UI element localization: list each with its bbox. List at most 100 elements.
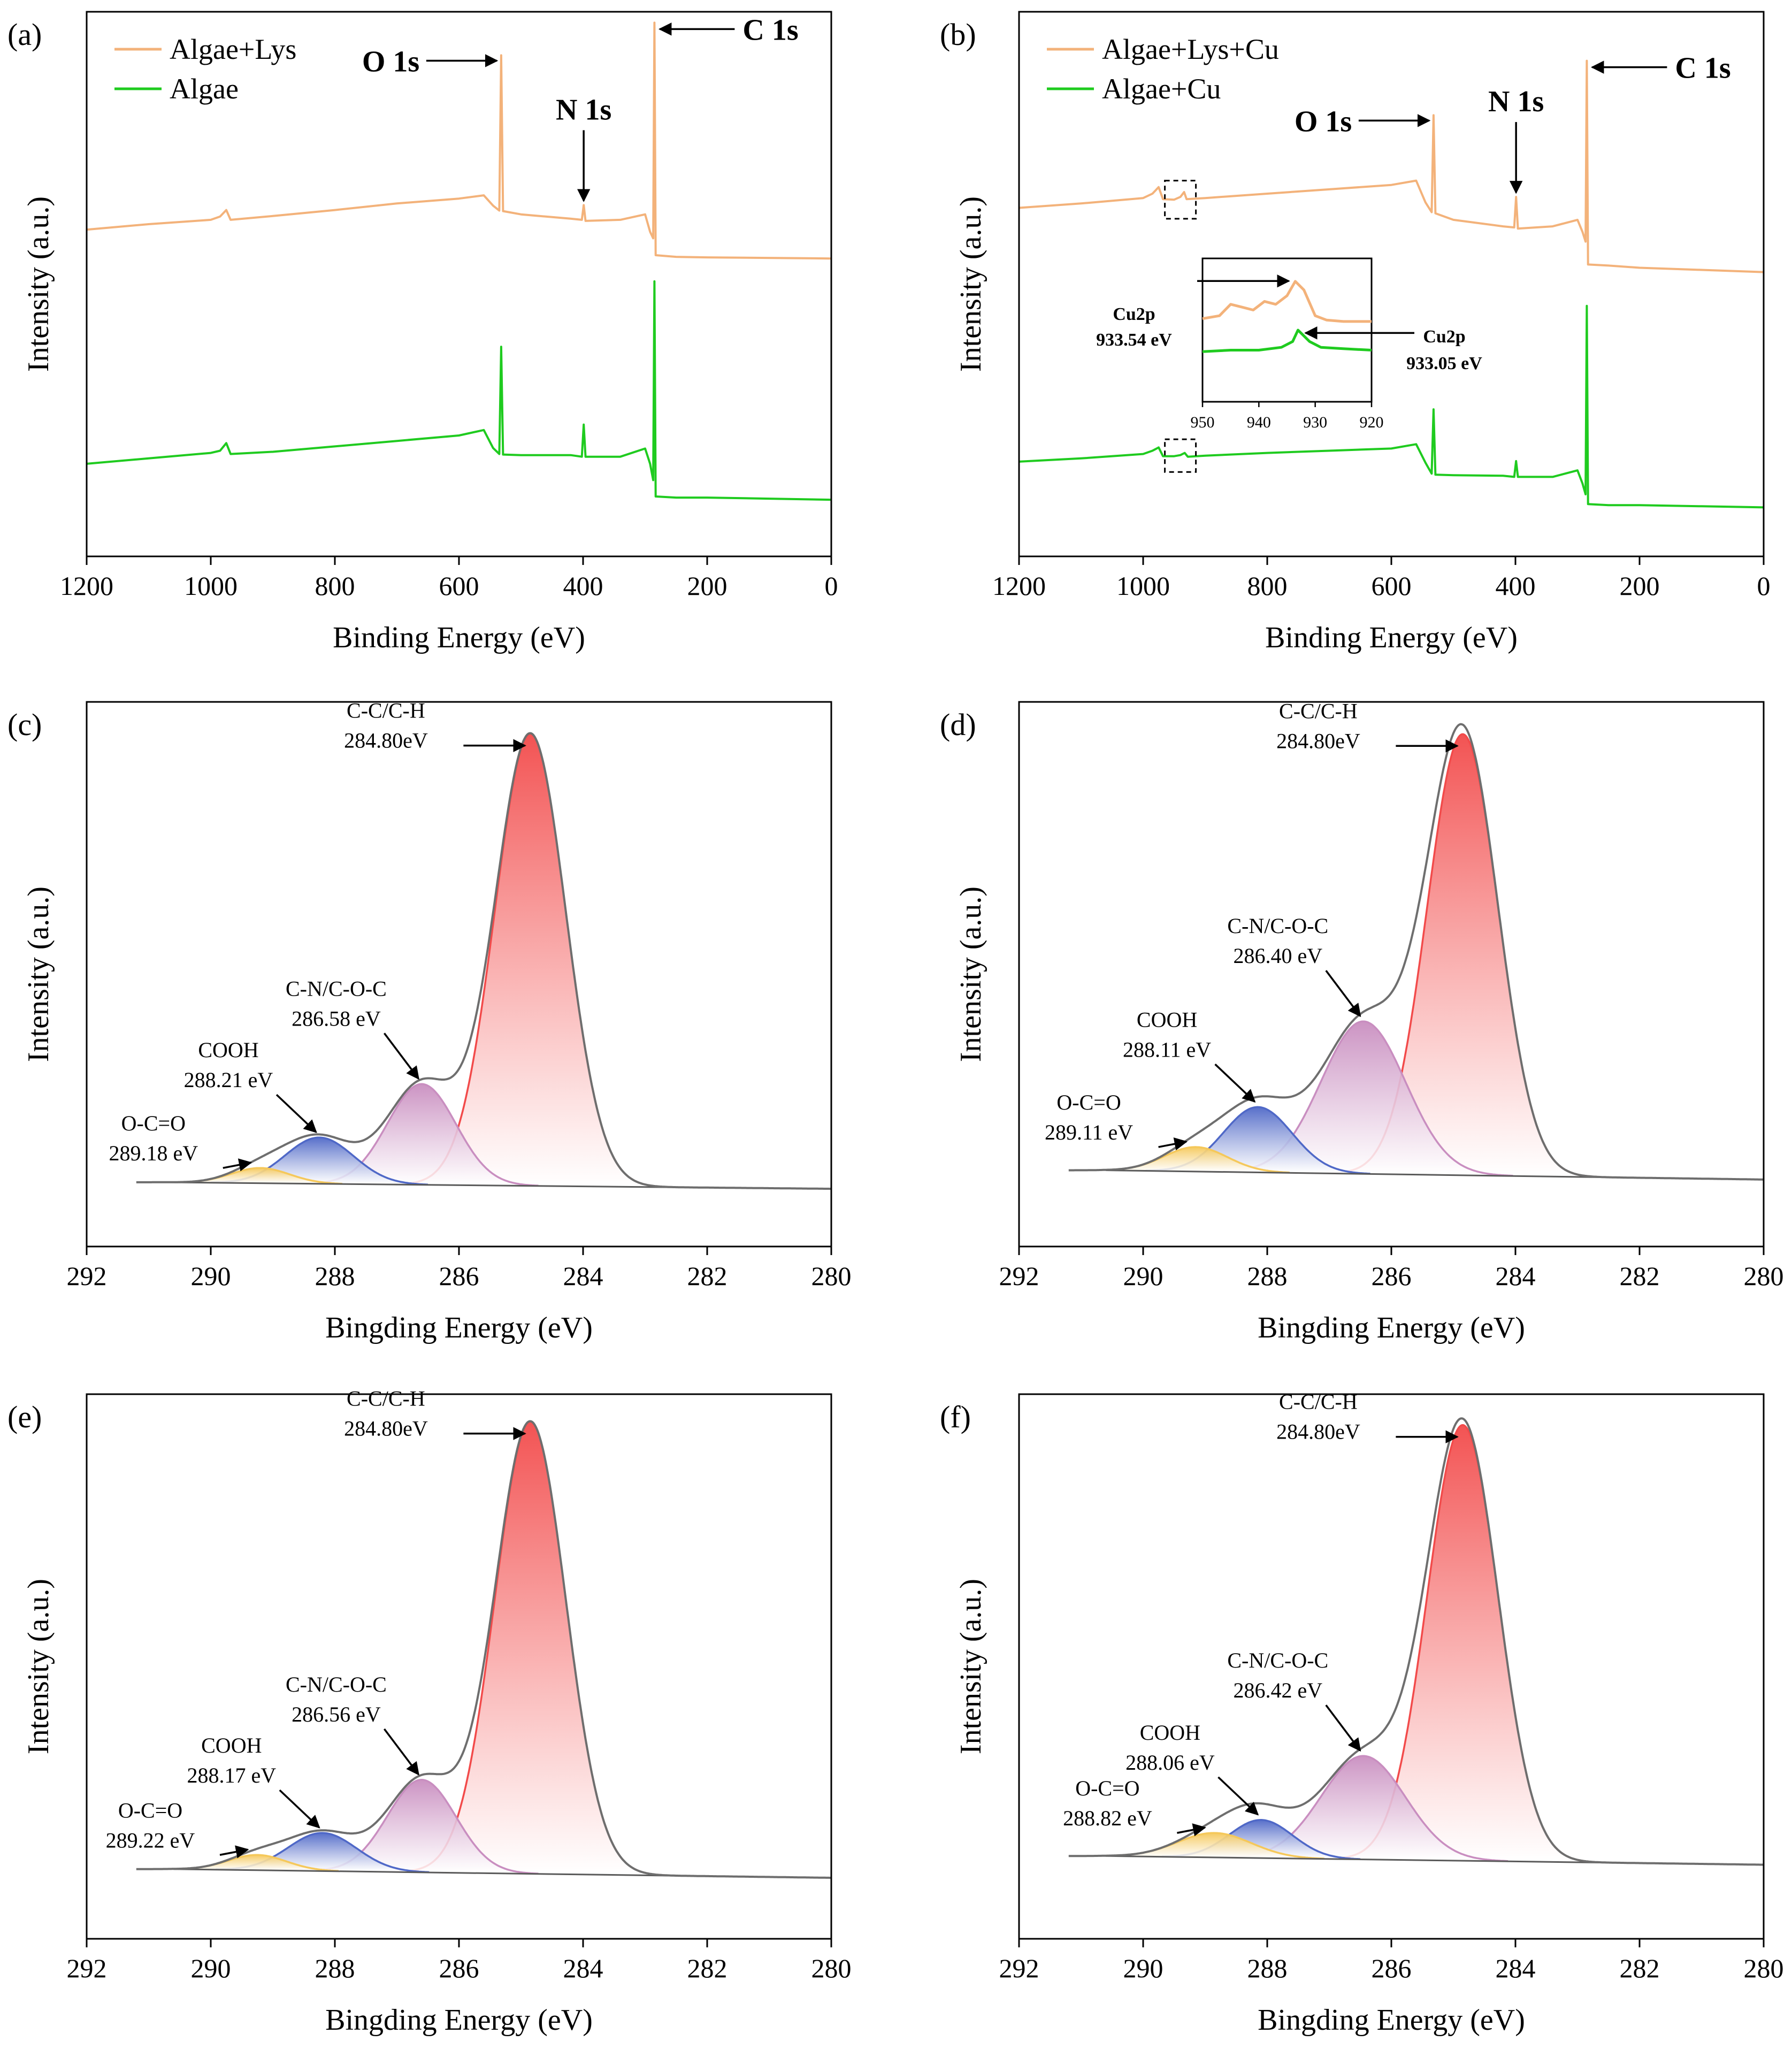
peak-energy-label: 284.80eV bbox=[1276, 729, 1360, 753]
peak-energy-label: 286.58 eV bbox=[292, 1006, 381, 1030]
peak-fill-o-c-o bbox=[176, 1855, 339, 1871]
x-tick-label: 284 bbox=[563, 1953, 603, 1983]
legend-label: Algae+Lys bbox=[170, 33, 296, 65]
x-tick-label: 292 bbox=[67, 1261, 107, 1291]
peak-energy-label: 289.11 eV bbox=[1045, 1120, 1133, 1144]
panel-e: (e) 292 290 288 286 284 282 280 Bingding Energy … bbox=[7, 1387, 852, 2037]
legend-label: Algae+Cu bbox=[1102, 73, 1221, 105]
x-tick-label: 290 bbox=[1123, 1953, 1163, 1983]
x-tick-label: 800 bbox=[315, 571, 355, 601]
y-axis-label: Intensity (a.u.) bbox=[954, 1579, 987, 1754]
inset-x-tick-label: 940 bbox=[1247, 414, 1271, 431]
peak-label: O-C=O bbox=[1075, 1776, 1139, 1800]
x-tick-label: 280 bbox=[1744, 1953, 1784, 1983]
peak-arrow bbox=[223, 1158, 252, 1172]
peak-label: C-C/C-H bbox=[1279, 1390, 1358, 1414]
peak-fill-o-c-o bbox=[1102, 1147, 1290, 1173]
x-tick-label: 1000 bbox=[1116, 571, 1170, 601]
x-tick-label: 280 bbox=[811, 1261, 852, 1291]
peak-fill-c-c-c-h bbox=[1327, 1425, 1599, 1863]
x-tick-label: 800 bbox=[1247, 571, 1288, 601]
peak-label: O-C=O bbox=[121, 1111, 186, 1135]
peak-arrow bbox=[1217, 1776, 1259, 1816]
x-tick-label: 292 bbox=[999, 1953, 1039, 1983]
peak-label: O-C=O bbox=[118, 1798, 182, 1822]
x-tick-label: 400 bbox=[563, 571, 603, 601]
peak-arrow bbox=[384, 1728, 419, 1776]
peak-label: O-C=O bbox=[1056, 1090, 1121, 1114]
peak-label: COOH bbox=[1137, 1007, 1197, 1031]
x-tick-label: 286 bbox=[1372, 1261, 1412, 1291]
peak-energy-label: 286.56 eV bbox=[292, 1702, 381, 1726]
inset-cu2p-energy: 933.05 eV bbox=[1406, 354, 1482, 373]
y-axis-label: Intensity (a.u.) bbox=[954, 886, 987, 1062]
peak-label: COOH bbox=[201, 1733, 262, 1757]
x-tick-label: 600 bbox=[1372, 571, 1412, 601]
peak-fill-c-n-c-o-c bbox=[1214, 1021, 1513, 1176]
x-axis-label: Binding Energy (eV) bbox=[333, 621, 585, 654]
inset-x-tick-label: 920 bbox=[1360, 414, 1384, 431]
envelope-line bbox=[136, 1420, 831, 1879]
peak-label: C-C/C-H bbox=[347, 699, 425, 723]
x-tick-label: 1200 bbox=[992, 571, 1046, 601]
x-tick-label: 290 bbox=[191, 1953, 231, 1983]
peak-energy-label: 288.82 eV bbox=[1063, 1806, 1152, 1830]
peak-energy-label: 284.80eV bbox=[344, 729, 428, 753]
peak-energy-label: 286.42 eV bbox=[1233, 1678, 1322, 1702]
legend-label: Algae+Lys+Cu bbox=[1102, 33, 1279, 65]
series-line-algae-lys bbox=[86, 21, 832, 260]
x-tick-label: 292 bbox=[999, 1261, 1039, 1291]
x-tick-label: 280 bbox=[1744, 1261, 1784, 1291]
peak-label: C-N/C-O-C bbox=[286, 1672, 387, 1696]
inset-x-tick-label: 930 bbox=[1303, 414, 1327, 431]
x-tick-label: 286 bbox=[439, 1261, 479, 1291]
inset-cu2p-label: Cu2p bbox=[1113, 304, 1155, 324]
inset-series-line bbox=[1202, 328, 1372, 353]
x-tick-label: 200 bbox=[687, 571, 727, 601]
peak-fill-c-c-c-h bbox=[1327, 734, 1599, 1178]
n1s-label: N 1s bbox=[556, 93, 611, 126]
panel-a: (a) 1200 1000 800 600 400 200 0 Binding Energy (… bbox=[7, 11, 838, 654]
x-tick-label: 0 bbox=[1757, 571, 1771, 601]
peak-fill-c-c-c-h bbox=[394, 1421, 667, 1876]
peak-label: COOH bbox=[1140, 1721, 1200, 1745]
peak-arrow bbox=[384, 1033, 419, 1080]
peak-fill-o-c-o bbox=[1105, 1833, 1324, 1859]
peak-fill-c-n-c-o-c bbox=[305, 1084, 539, 1186]
peak-label: C-C/C-H bbox=[347, 1387, 425, 1411]
x-tick-label: 1000 bbox=[184, 571, 238, 601]
x-tick-label: 1200 bbox=[60, 571, 113, 601]
x-tick-label: 288 bbox=[315, 1261, 355, 1291]
x-tick-label: 600 bbox=[439, 571, 479, 601]
y-axis-label: Intensity (a.u.) bbox=[22, 886, 55, 1062]
inset-series-line bbox=[1202, 280, 1372, 323]
peak-fill-o-c-o bbox=[178, 1168, 342, 1184]
x-tick-label: 290 bbox=[1123, 1261, 1163, 1291]
y-axis-label: Intensity (a.u.) bbox=[954, 196, 987, 372]
o1s-label: O 1s bbox=[362, 45, 419, 78]
peak-energy-label: 289.22 eV bbox=[106, 1828, 195, 1852]
peak-energy-label: 288.21 eV bbox=[184, 1068, 273, 1092]
x-tick-label: 288 bbox=[315, 1953, 355, 1983]
peak-label: C-N/C-O-C bbox=[286, 976, 387, 1000]
panel-label: (d) bbox=[940, 707, 976, 742]
peak-arrow bbox=[219, 1845, 249, 1859]
peak-label: COOH bbox=[198, 1038, 258, 1062]
x-tick-label: 286 bbox=[439, 1953, 479, 1983]
peak-energy-label: 289.18 eV bbox=[109, 1141, 198, 1165]
inset-cu2p-energy: 933.54 eV bbox=[1096, 330, 1172, 350]
y-axis-label: Intensity (a.u.) bbox=[22, 1579, 55, 1754]
x-axis-label: Bingding Energy (eV) bbox=[1258, 2004, 1525, 2037]
x-axis-label: Bingding Energy (eV) bbox=[325, 2004, 593, 2037]
peak-label: C-C/C-H bbox=[1279, 699, 1358, 723]
peak-arrow bbox=[1214, 1064, 1256, 1103]
peak-arrow bbox=[1325, 1704, 1361, 1752]
n1s-label: N 1s bbox=[1488, 85, 1544, 118]
inset-cu2p-label: Cu2p bbox=[1423, 327, 1465, 347]
panel-f: (f) 292 290 288 286 284 282 280 Bingding Energy … bbox=[940, 1390, 1784, 2037]
legend-label: Algae bbox=[170, 73, 239, 105]
envelope-line bbox=[136, 732, 831, 1190]
peak-label: C-N/C-O-C bbox=[1227, 1648, 1328, 1672]
peak-fill-c-c-c-h bbox=[394, 733, 667, 1188]
x-tick-label: 286 bbox=[1372, 1953, 1412, 1983]
